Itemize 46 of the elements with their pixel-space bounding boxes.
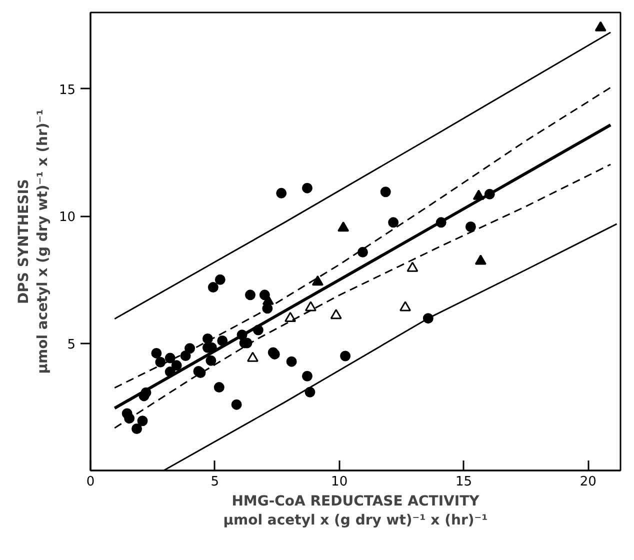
point	[338, 221, 350, 232]
point	[231, 399, 242, 410]
point	[214, 274, 226, 285]
point	[465, 222, 476, 232]
point	[151, 348, 162, 358]
y-tick-label: 10	[58, 210, 76, 226]
point	[184, 343, 196, 354]
x-tick-label: 0	[86, 474, 95, 490]
point	[380, 186, 391, 198]
point	[594, 21, 606, 32]
point	[330, 309, 342, 320]
point	[137, 416, 148, 426]
point	[286, 356, 297, 367]
line-series	[114, 164, 612, 429]
x-tick-label: 5	[210, 474, 220, 490]
point	[474, 254, 486, 265]
point	[155, 356, 166, 368]
point	[406, 262, 418, 272]
point	[388, 217, 399, 228]
y-tick-label: 5	[67, 337, 76, 352]
y-axis-title: DPS SYNTHESIS μmol acetyl x (g dry wt)⁻¹ x (hr)⁻¹	[16, 109, 51, 374]
point	[284, 312, 296, 322]
y-tick-label: 15	[58, 82, 76, 98]
point	[400, 301, 412, 312]
point	[302, 182, 312, 194]
point	[246, 352, 258, 362]
point	[357, 246, 368, 258]
line-series	[114, 86, 612, 389]
x-tick-label: 10	[331, 474, 348, 490]
point	[312, 275, 324, 286]
point	[340, 350, 351, 362]
point	[217, 335, 228, 346]
x-axis-title: HMG-CoA REDUCTASE ACTIVITY μmol acetyl x (g dry wt)⁻¹ x (hr)⁻¹	[223, 494, 488, 529]
point	[132, 424, 142, 434]
point	[214, 382, 224, 393]
point	[208, 282, 218, 293]
point	[164, 352, 176, 364]
x-tick-label: 20	[580, 474, 596, 490]
point	[171, 360, 182, 371]
point	[206, 355, 216, 366]
line-series	[114, 32, 612, 320]
point	[244, 290, 256, 300]
point	[276, 188, 287, 198]
point	[304, 301, 316, 312]
x-tick-label: 15	[455, 474, 472, 490]
point	[302, 370, 312, 382]
